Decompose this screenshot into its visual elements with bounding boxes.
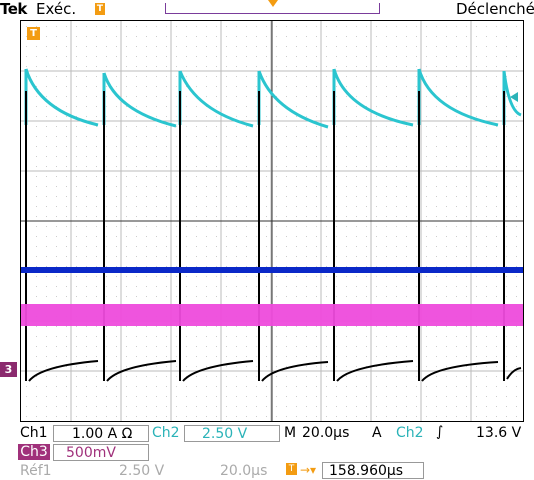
ch1-scale[interactable]: 1.00 A Ω bbox=[53, 425, 149, 442]
arrow-right-icon: →▾ bbox=[300, 463, 317, 477]
brand-logo: Tek bbox=[0, 0, 27, 18]
trigger-time-marker-icon: T bbox=[27, 27, 40, 40]
trigger-marker-icon: T bbox=[95, 3, 105, 15]
trigger-level[interactable]: 13.6 V bbox=[476, 425, 522, 441]
ref-scale[interactable]: 2.50 V bbox=[119, 463, 165, 479]
trigger-level-marker-icon bbox=[510, 92, 518, 102]
blue-trace bbox=[21, 267, 523, 273]
ch2-label: Ch2 bbox=[152, 425, 180, 441]
trigger-position-icon: T bbox=[286, 463, 297, 475]
ch3-label: Ch3 bbox=[18, 444, 50, 460]
top-status-bar bbox=[0, 0, 534, 18]
ch3-position-marker: 3 bbox=[0, 362, 17, 377]
ch1-waveform bbox=[25, 91, 522, 382]
ref-time[interactable]: 20.0µs bbox=[220, 463, 268, 479]
timebase-value[interactable]: 20.0µs bbox=[302, 425, 350, 441]
ch1-label: Ch1 bbox=[20, 425, 48, 441]
ch2-scale[interactable]: 2.50 V bbox=[184, 425, 280, 442]
ch3-scale[interactable]: 500mV bbox=[53, 444, 149, 461]
trigger-channel[interactable]: Ch2 bbox=[396, 425, 424, 441]
trigger-position-marker-icon bbox=[268, 0, 278, 7]
trigger-mode-label: A bbox=[372, 425, 382, 441]
magenta-trace bbox=[21, 304, 523, 326]
rising-edge-icon: ∫ bbox=[436, 424, 444, 440]
acquisition-state: Exéc. bbox=[36, 0, 77, 18]
ref-label: Réf1 bbox=[20, 463, 52, 479]
trigger-status: Déclenché bbox=[456, 0, 534, 18]
horizontal-position-value[interactable]: 158.960µs bbox=[322, 462, 424, 479]
timebase-label: M bbox=[284, 425, 297, 441]
record-view bbox=[165, 3, 380, 14]
oscilloscope-screen bbox=[20, 20, 524, 422]
